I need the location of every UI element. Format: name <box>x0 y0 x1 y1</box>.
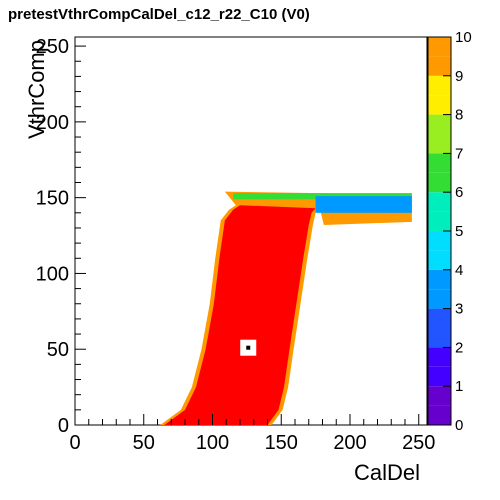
x-tick-label: 200 <box>333 432 366 454</box>
color-scale-segment <box>428 192 451 212</box>
color-scale-segment <box>428 250 451 270</box>
y-tick-label: 150 <box>36 188 69 210</box>
z-tick-label: 10 <box>455 29 472 46</box>
y-axis: 0 50 100 150 200 250 <box>36 36 86 437</box>
z-tick-label: 7 <box>455 145 463 162</box>
x-tick-label: 50 <box>133 432 155 454</box>
x-tick-label: 250 <box>402 432 435 454</box>
color-scale-segment <box>428 405 451 425</box>
y-tick-label: 0 <box>58 415 69 437</box>
color-scale-segment <box>428 211 451 231</box>
z-tick-label: 8 <box>455 107 463 124</box>
y-tick-label: 200 <box>36 112 69 134</box>
color-scale-segment <box>428 366 451 387</box>
x-tick-label: 150 <box>265 432 298 454</box>
x-axis: 0 50 100 150 200 250 <box>69 414 435 454</box>
z-tick-label: 4 <box>455 262 463 279</box>
z-tick-label: 6 <box>455 184 463 201</box>
color-scale: 0 1 2 3 4 5 6 7 8 9 10 <box>427 29 472 434</box>
z-tick-label: 2 <box>455 339 463 356</box>
color-scale-segment <box>428 134 451 154</box>
z-tick-label: 5 <box>455 223 463 240</box>
heat-saturated-band <box>164 205 316 425</box>
z-tick-label: 0 <box>455 417 463 434</box>
marker-layer <box>240 339 257 356</box>
y-tick-label: 250 <box>36 36 69 58</box>
color-scale-segment <box>428 269 451 290</box>
color-scale-segment <box>428 347 451 367</box>
x-axis-label: CalDel <box>354 460 420 485</box>
y-tick-label: 100 <box>36 263 69 285</box>
color-scale-segment <box>428 75 451 96</box>
heat-plateau-tail <box>315 196 412 213</box>
chart-title: pretestVthrCompCalDel_c12_r22_C10 (V0) <box>6 4 312 26</box>
x-tick-label: 0 <box>69 432 80 454</box>
heat-layer <box>160 191 412 425</box>
color-scale-segment <box>428 95 451 115</box>
marker-dot <box>246 345 251 350</box>
color-scale-segment <box>428 328 451 348</box>
z-tick-label: 3 <box>455 301 463 318</box>
color-scale-segment <box>428 231 451 251</box>
color-scale-segment <box>428 37 451 57</box>
color-scale-segment <box>428 289 451 309</box>
color-scale-segment <box>428 386 451 406</box>
color-scale-segment <box>428 114 451 134</box>
y-axis-label: VthrComp <box>24 40 49 139</box>
color-scale-segment <box>428 56 451 76</box>
y-tick-label: 50 <box>47 339 69 361</box>
color-scale-segment <box>428 308 451 328</box>
x-tick-label: 100 <box>196 432 229 454</box>
color-scale-segment <box>428 172 451 193</box>
z-tick-label: 9 <box>455 68 463 85</box>
color-scale-segment <box>428 153 451 173</box>
z-tick-label: 1 <box>455 378 463 395</box>
